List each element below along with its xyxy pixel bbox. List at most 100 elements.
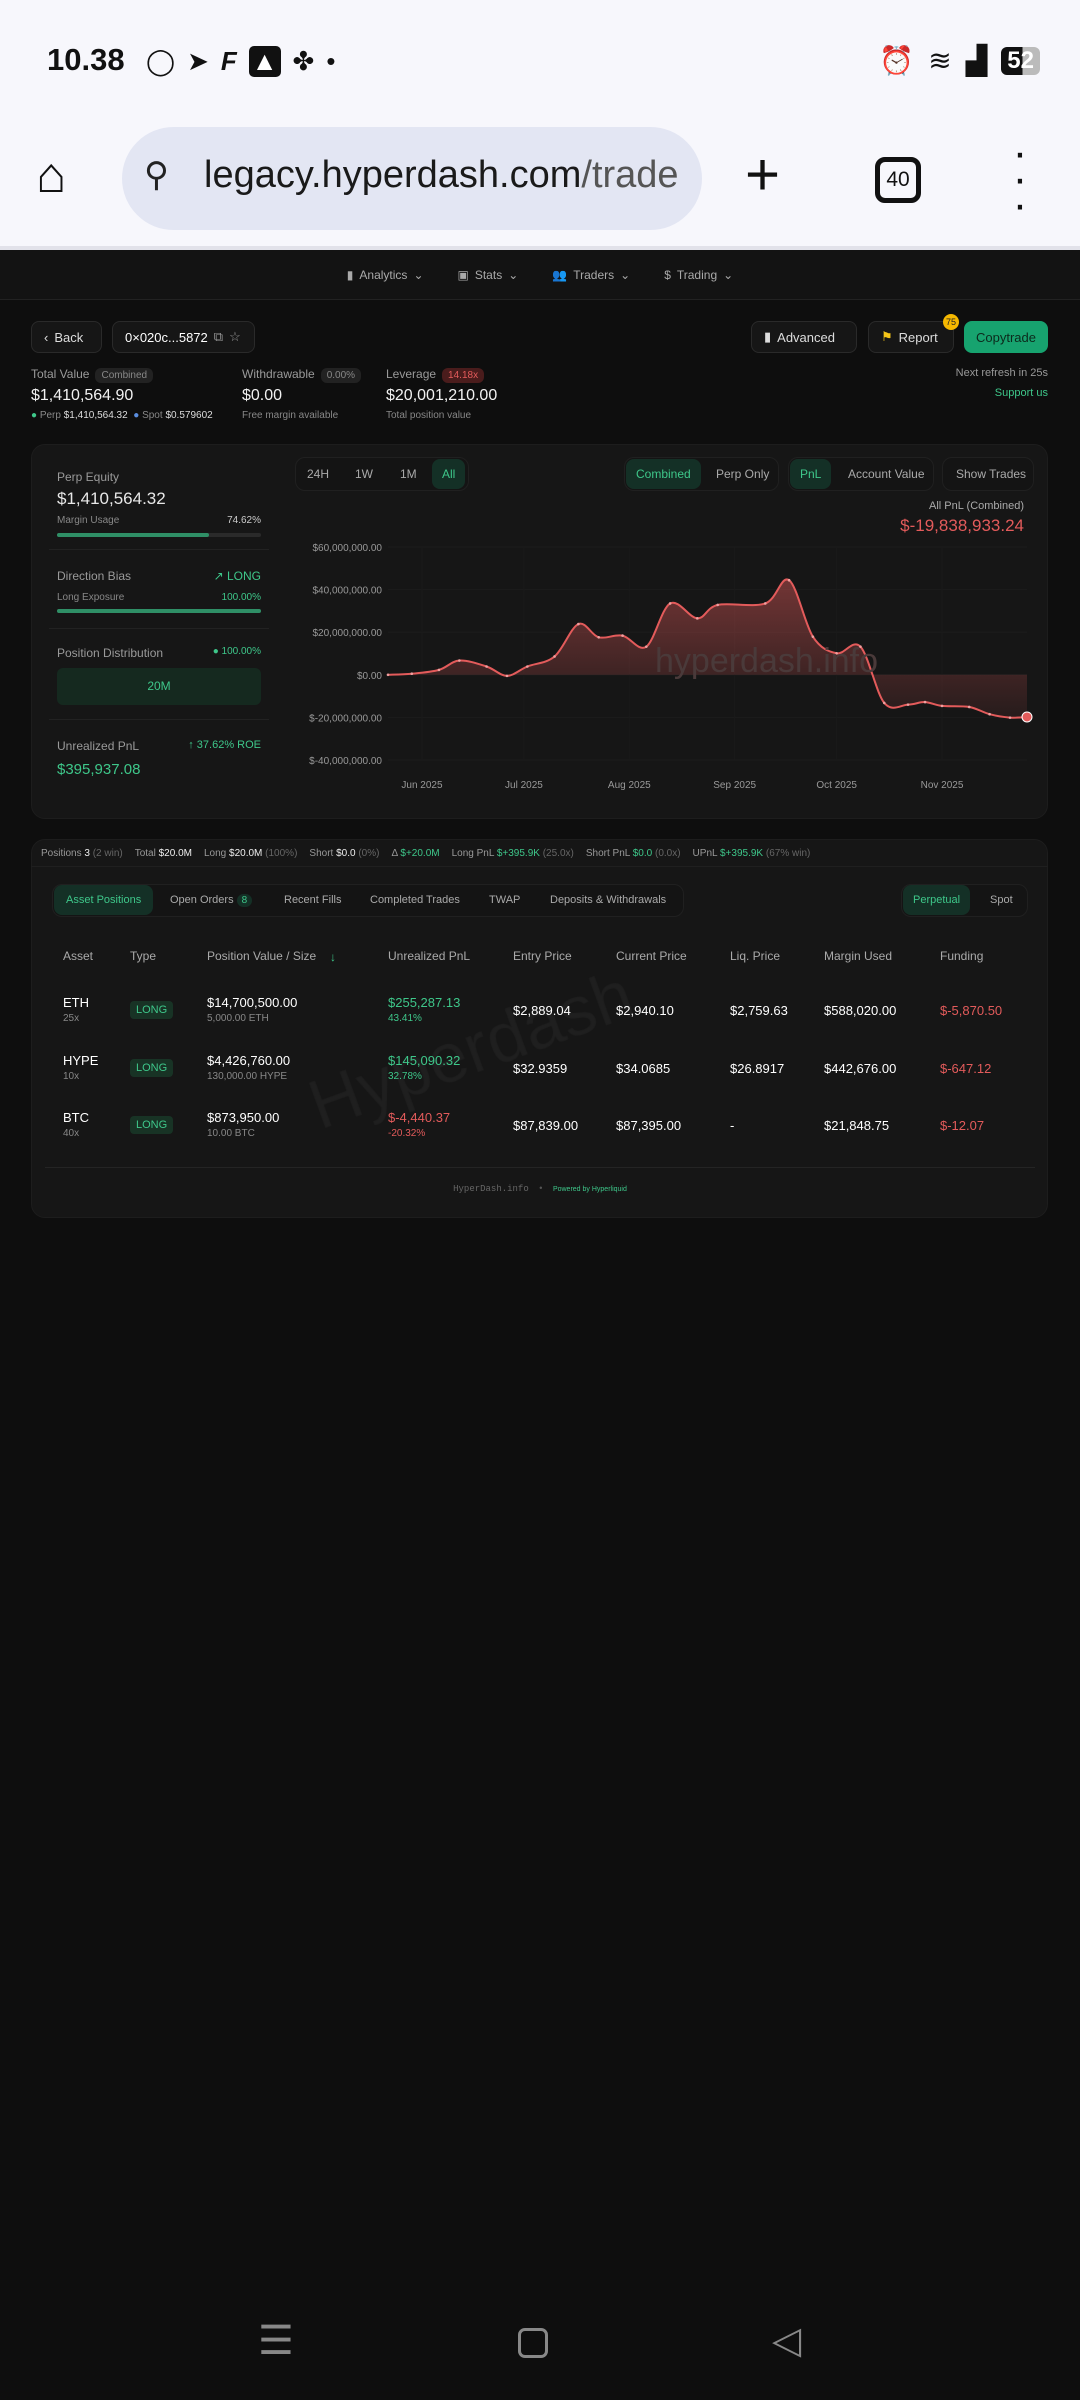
clock: 10.38	[47, 42, 125, 77]
position-value: $14,700,500.00	[207, 995, 298, 1010]
advanced-button[interactable]: ▮ Advanced	[751, 321, 857, 353]
scope-perp-only[interactable]: Perp Only	[716, 467, 770, 481]
nav-trading[interactable]: $ Trading ⌄	[664, 268, 733, 282]
show-trades-button[interactable]: Show Trades	[956, 467, 1027, 481]
summary-item: Short $0.0 (0%)	[309, 848, 379, 859]
withdrawable-block: Withdrawable 0.00% $0.00 Free margin avai…	[242, 367, 362, 421]
url-domain: legacy.hyperdash.com	[204, 154, 582, 196]
arrow-up-icon: ↑	[188, 739, 194, 751]
metric-pnl[interactable]: PnL	[790, 459, 832, 489]
range-24h[interactable]: 24H	[307, 467, 330, 481]
star-icon[interactable]: ☆	[229, 329, 241, 344]
long-exposure-fill	[57, 609, 261, 613]
metric-account-value[interactable]: Account Value	[848, 467, 925, 481]
margin-used: $442,676.00	[824, 1061, 897, 1076]
withdrawable-sub: Free margin available	[242, 410, 339, 421]
range-1m[interactable]: 1M	[400, 467, 417, 481]
tab-switcher-button[interactable]: 40	[875, 157, 921, 203]
position-size: 5,000.00 ETH	[207, 1013, 269, 1024]
tab-deposits-withdrawals[interactable]: Deposits & Withdrawals	[550, 894, 667, 906]
back-button[interactable]: ‹ Back	[31, 321, 102, 353]
leverage: 40x	[63, 1128, 80, 1139]
data-point	[505, 674, 509, 678]
chevron-down-icon: ⌄	[508, 267, 519, 282]
sort-desc-icon[interactable]: ↓	[330, 950, 336, 964]
tab-asset-positions[interactable]: Asset Positions	[54, 885, 154, 915]
distribution-block[interactable]: 20M	[57, 668, 261, 705]
tab-recent-fills[interactable]: Recent Fills	[284, 894, 342, 906]
back-nav-icon[interactable]: ◁	[772, 2320, 802, 2362]
address-chip[interactable]: 0×020c...5872 ⧉ ☆	[112, 321, 255, 353]
asset-name: ETH	[63, 995, 89, 1010]
data-point	[859, 645, 862, 648]
data-point	[1021, 711, 1033, 723]
unrealized-pnl-pct: 32.78%	[388, 1071, 422, 1082]
pinwheel-icon: ✤	[292, 46, 315, 76]
nav-traders[interactable]: 👥 Traders ⌄	[552, 268, 630, 282]
entry-price: $87,839.00	[513, 1118, 579, 1133]
copytrade-button[interactable]: Copytrade	[964, 321, 1048, 353]
position-size: 10.00 BTC	[207, 1128, 255, 1139]
range-1w[interactable]: 1W	[355, 467, 373, 481]
y-tick-label: $0.00	[357, 671, 382, 682]
chart-current-value: $-19,838,933.24	[900, 516, 1024, 535]
chart-title: All PnL (Combined)	[929, 500, 1024, 512]
summary-note: (25.0x)	[542, 847, 574, 859]
range-all[interactable]: All	[432, 459, 466, 489]
home-nav-icon[interactable]	[518, 2328, 548, 2358]
bar-chart-icon: ▮	[764, 329, 772, 344]
chevron-left-icon: ‹	[44, 329, 49, 345]
leverage: 10x	[63, 1071, 80, 1082]
scope-combined[interactable]: Combined	[626, 459, 701, 489]
refresh-block: Next refresh in 25s Support us	[956, 367, 1048, 399]
status-bar: 10.38 ◯ ➤ F ▲ ✤ • ⏰ ≋ ▟ 52	[0, 0, 1080, 120]
data-point	[1008, 716, 1012, 719]
unrealized-pnl-pct: 43.41%	[388, 1013, 422, 1024]
margin-usage-value: 74.62%	[227, 515, 261, 526]
site-settings-icon[interactable]: ⚲	[144, 156, 169, 194]
data-point	[621, 634, 624, 637]
roe-value: 37.62% ROE	[196, 739, 261, 751]
tab-twap[interactable]: TWAP	[489, 894, 521, 906]
chart-watermark: hyperdash.info	[655, 642, 878, 680]
new-tab-icon[interactable]: +	[745, 141, 781, 208]
summary-note: (0.0x)	[654, 847, 681, 859]
system-icons: ⏰ ≋ ▟ 52	[879, 44, 1040, 77]
recents-icon[interactable]: ☰	[258, 2319, 294, 2363]
data-point	[645, 645, 648, 648]
long-exposure-bar	[57, 609, 261, 613]
market-perpetual[interactable]: Perpetual	[903, 885, 971, 915]
data-point	[835, 651, 838, 655]
total-value-label: Total Value	[31, 367, 90, 381]
column-header[interactable]: Position Value / Size	[207, 949, 317, 963]
data-point	[386, 673, 390, 677]
divider	[49, 628, 269, 629]
report-button[interactable]: ⚑ Report	[868, 321, 954, 353]
support-link[interactable]: Support us	[994, 387, 1048, 399]
site-nav: ▮ Analytics ⌄ ▣ Stats ⌄ 👥 Traders ⌄ $ Trading ⌄	[0, 250, 1080, 300]
summary-key: Short PnL	[585, 847, 630, 859]
home-icon[interactable]: ⌂	[36, 147, 67, 203]
tab-completed-trades[interactable]: Completed Trades	[370, 894, 460, 906]
nav-analytics[interactable]: ▮ Analytics ⌄	[347, 268, 424, 282]
margin-usage-fill	[57, 533, 210, 537]
summary-item: Long PnL $+395.9K (25.0x)	[452, 848, 574, 859]
tab-open-orders[interactable]: Open Orders 8	[160, 885, 262, 915]
whatsapp-icon: ◯	[146, 46, 176, 76]
footer-brand[interactable]: HyperDash.info	[453, 1184, 529, 1194]
x-tick-label: Sep 2025	[713, 780, 756, 791]
summary-key: Δ	[391, 847, 398, 859]
copy-icon[interactable]: ⧉	[213, 329, 224, 344]
menu-icon[interactable]: · · ·	[1012, 128, 1028, 229]
f-app-icon: F	[220, 46, 237, 76]
nav-stats[interactable]: ▣ Stats ⌄	[458, 268, 519, 282]
pnl-chart[interactable]: $60,000,000.00 $40,000,000.00 $20,000,000.…	[290, 535, 1040, 800]
address-bar[interactable]: ⚲ legacy.hyperdash.com/trade	[122, 127, 702, 230]
total-value: $1,410,564.90	[31, 387, 134, 404]
url-text[interactable]: legacy.hyperdash.com/trade	[204, 154, 679, 197]
market-spot[interactable]: Spot	[990, 894, 1013, 906]
leverage: 25x	[63, 1013, 80, 1024]
chevron-down-icon: ⌄	[413, 267, 424, 282]
powered-by-link[interactable]: Powered by Hyperliquid	[552, 1186, 627, 1193]
data-point	[716, 603, 719, 607]
